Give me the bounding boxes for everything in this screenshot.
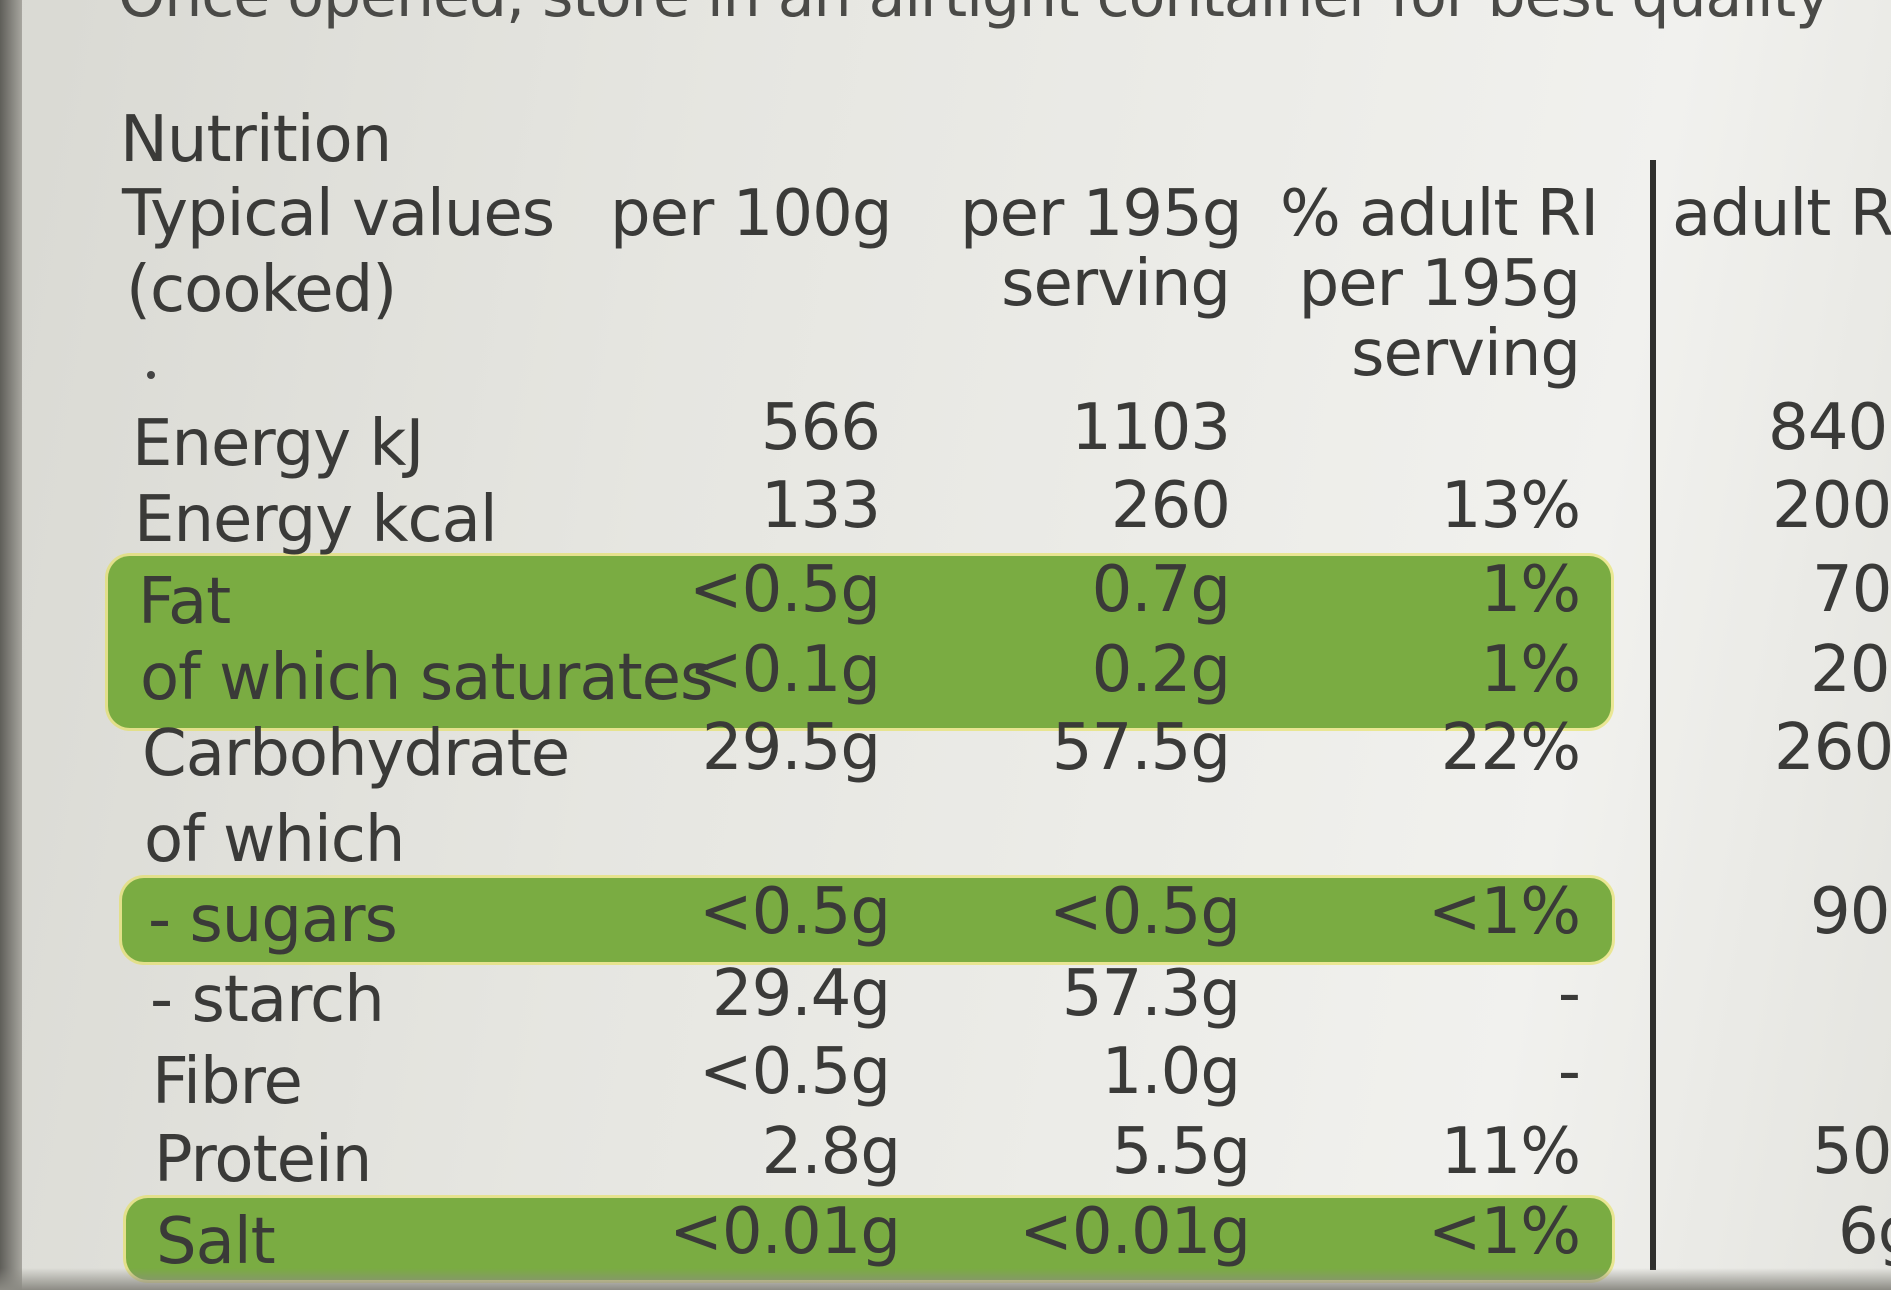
row-carbohydrate-adult: 260g xyxy=(1774,711,1891,785)
row-saturates-label: of which saturates xyxy=(140,641,713,715)
row-fibre-serving: 1.0g xyxy=(1101,1035,1241,1109)
row-starch-per100: 29.4g xyxy=(711,957,891,1031)
column-divider xyxy=(1650,160,1656,1270)
row-carbohydrate-serving: 57.5g xyxy=(1051,711,1231,785)
row-protein-serving: 5.5g xyxy=(1111,1115,1251,1189)
bottom-edge-shadow xyxy=(0,1268,1891,1290)
row-carbohydrate-label: Carbohydrate xyxy=(142,717,570,791)
cooked-header: (cooked) xyxy=(126,253,397,327)
row-fat-label: Fat xyxy=(138,565,231,639)
row-starch-label: - starch xyxy=(150,963,385,1037)
row-energy-kcal-label: Energy kcal xyxy=(134,483,498,557)
row-fibre-ri: - xyxy=(1557,1035,1581,1109)
serving-header: serving xyxy=(1001,247,1231,321)
fat-highlight xyxy=(108,556,1611,728)
per-100g-header: per 100g xyxy=(610,177,892,251)
row-energy-kcal-per100: 133 xyxy=(760,469,881,543)
row-fat-serving: 0.7g xyxy=(1091,553,1231,627)
row-energy-kcal-ri: 13% xyxy=(1440,469,1581,543)
row-saturates-adult: 20g xyxy=(1810,633,1891,707)
row-sugars-serving: <0.5g xyxy=(1048,875,1241,949)
row-protein-label: Protein xyxy=(154,1123,372,1197)
row-of-which-label: of which xyxy=(144,803,405,877)
row-starch-ri: - xyxy=(1557,957,1581,1031)
row-energy-kj-serving: 1103 xyxy=(1071,391,1231,465)
typical-values-header: Typical values xyxy=(122,177,555,251)
row-protein-per100: 2.8g xyxy=(761,1115,901,1189)
row-starch-serving: 57.3g xyxy=(1061,957,1241,1031)
sugars-highlight xyxy=(122,878,1612,962)
row-saturates-serving: 0.2g xyxy=(1091,633,1231,707)
row-energy-kj-label: Energy kJ xyxy=(132,407,424,481)
ri-header-line2: per 195g xyxy=(1298,247,1581,321)
row-sugars-per100: <0.5g xyxy=(698,875,891,949)
row-energy-kj-per100: 566 xyxy=(760,391,881,465)
row-fibre-per100: <0.5g xyxy=(698,1035,891,1109)
row-salt-adult: 6g xyxy=(1838,1195,1891,1269)
left-edge-shadow xyxy=(0,0,22,1290)
row-carbohydrate-ri: 22% xyxy=(1440,711,1581,785)
dot-mark xyxy=(147,371,155,379)
row-protein-ri: 11% xyxy=(1440,1115,1581,1189)
ri-header-line3: serving xyxy=(1351,317,1581,391)
row-sugars-ri: <1% xyxy=(1427,875,1581,949)
row-salt-per100: <0.01g xyxy=(669,1195,901,1269)
row-sugars-adult: 90g xyxy=(1810,875,1891,949)
row-protein-adult: 50g xyxy=(1812,1115,1891,1189)
per-195g-header: per 195g xyxy=(960,177,1242,251)
row-fat-per100: <0.5g xyxy=(688,553,881,627)
row-saturates-ri: 1% xyxy=(1480,633,1581,707)
storage-note: Once opened, store in an airtight contai… xyxy=(118,0,1831,26)
row-energy-kcal-adult: 2000 xyxy=(1772,469,1891,543)
row-salt-ri: <1% xyxy=(1427,1195,1581,1269)
row-fat-ri: 1% xyxy=(1480,553,1581,627)
row-fat-adult: 70g xyxy=(1812,553,1891,627)
row-carbohydrate-per100: 29.5g xyxy=(701,711,881,785)
row-salt-serving: <0.01g xyxy=(1019,1195,1251,1269)
row-salt-label: Salt xyxy=(156,1205,276,1279)
row-saturates-per100: <0.1g xyxy=(688,633,881,707)
row-energy-kj-adult: 8400 xyxy=(1768,391,1891,465)
nutrition-title: Nutrition xyxy=(120,103,392,177)
row-sugars-label: - sugars xyxy=(148,883,398,957)
row-fibre-label: Fibre xyxy=(152,1045,303,1119)
salt-highlight xyxy=(126,1198,1612,1280)
adult-ri-header: adult RI xyxy=(1672,177,1891,251)
row-energy-kcal-serving: 260 xyxy=(1110,469,1231,543)
ri-header-line1: % adult RI xyxy=(1280,177,1599,251)
